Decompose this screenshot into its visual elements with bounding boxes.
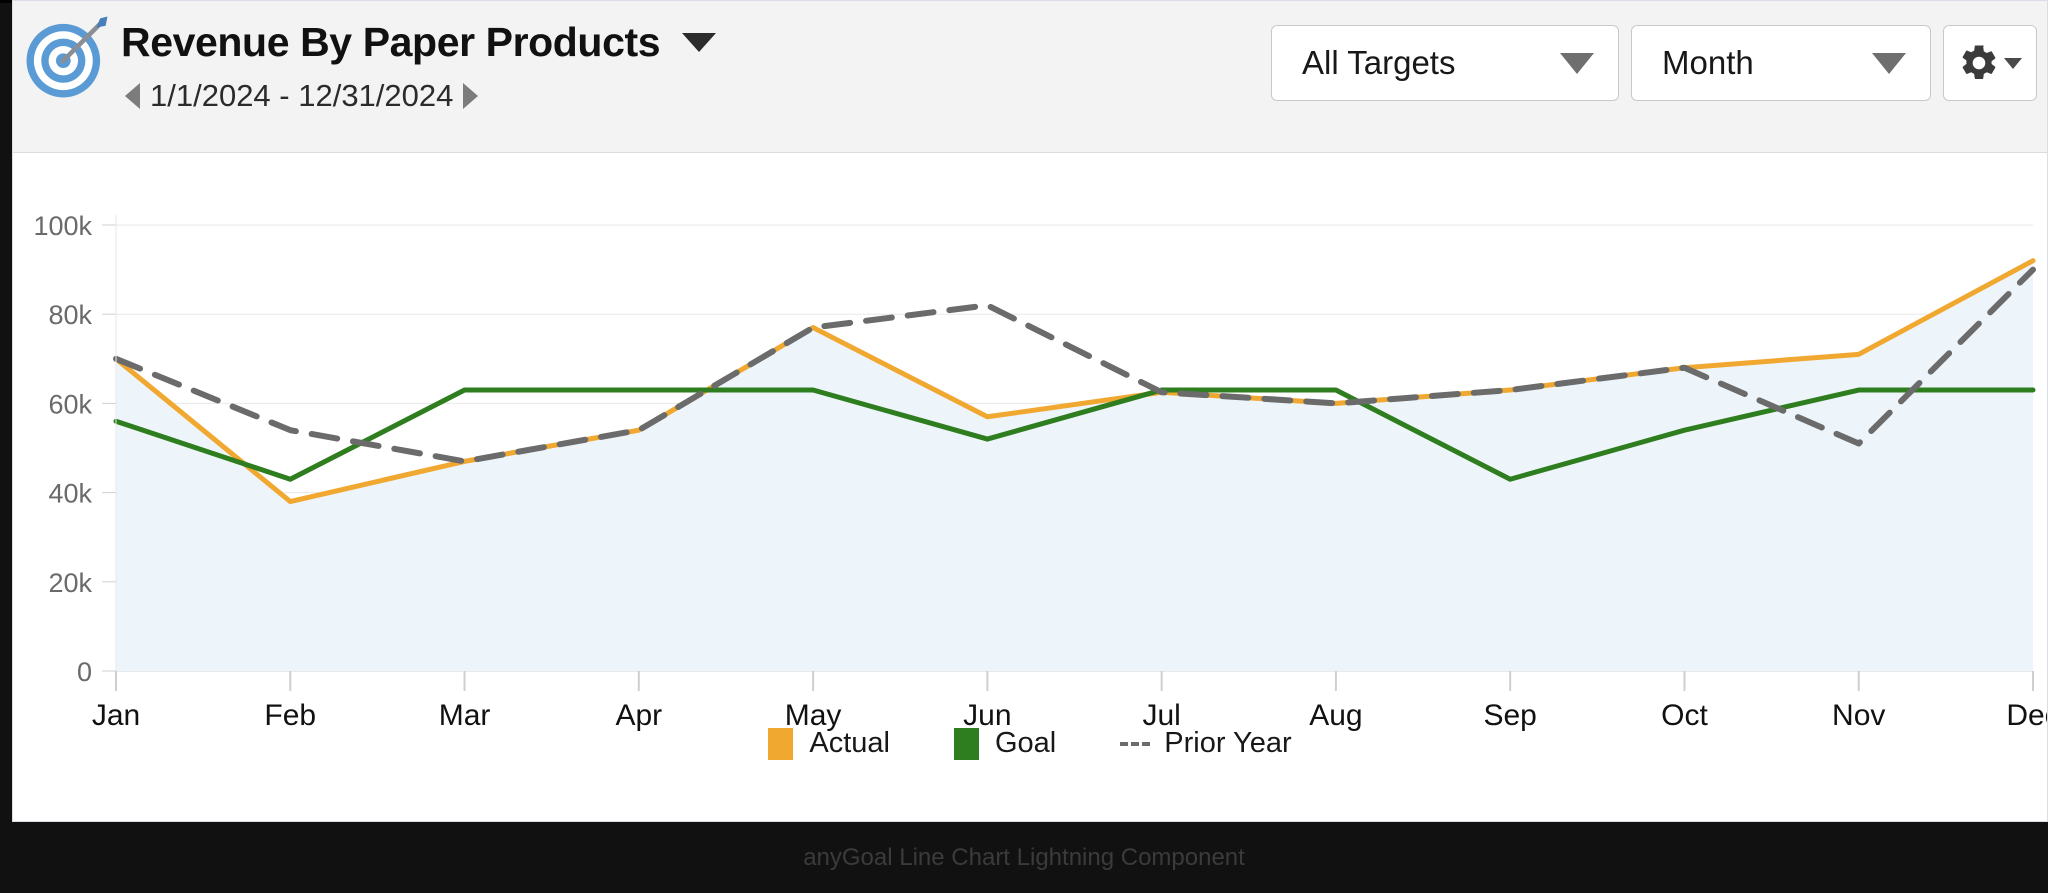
legend-swatch-actual — [768, 727, 794, 760]
title-row: Revenue By Paper Products — [121, 19, 717, 66]
next-period-arrow-icon[interactable] — [463, 83, 479, 109]
target-filter-select[interactable]: All Targets — [1271, 25, 1619, 101]
legend-label-actual: Actual — [809, 727, 890, 759]
x-axis-label: Apr — [615, 699, 662, 732]
period-filter-select[interactable]: Month — [1631, 25, 1931, 101]
settings-menu-button[interactable] — [1943, 25, 2037, 101]
x-axis-label: Nov — [1832, 699, 1885, 732]
x-axis-label: Mar — [439, 699, 491, 732]
x-axis-label: Jan — [92, 699, 140, 732]
x-axis-label: Aug — [1309, 699, 1362, 732]
chevron-down-icon — [1872, 52, 1906, 74]
legend-label-goal: Goal — [994, 727, 1057, 759]
target-filter-label: All Targets — [1302, 44, 1456, 81]
x-axis-label: Jul — [1142, 699, 1180, 732]
chevron-down-icon — [1560, 52, 1594, 74]
line-chart[interactable]: 0 20k 40k 60k 80k 100k Jan Feb Mar Apr May Jun Jul Au… — [13, 153, 2047, 733]
chevron-down-icon — [2004, 57, 2022, 69]
x-axis-label: Feb — [264, 699, 316, 732]
component-footer: anyGoal Line Chart Lightning Component — [0, 822, 2048, 893]
chart-header-left: Revenue By Paper Products 1/1/2024 - 12/… — [13, 1, 717, 114]
legend-swatch-goal — [953, 727, 979, 760]
y-axis-label: 20k — [48, 568, 92, 598]
y-axis-label: 80k — [48, 300, 92, 330]
footer-label: anyGoal Line Chart Lightning Component — [803, 843, 1245, 871]
legend-label-prior-year: Prior Year — [1164, 727, 1292, 759]
series-line-goal[interactable] — [113, 387, 2036, 482]
goal-chart-card: Revenue By Paper Products 1/1/2024 - 12/… — [12, 0, 2048, 822]
prev-period-arrow-icon[interactable] — [125, 83, 140, 109]
y-axis-label: 100k — [33, 211, 92, 241]
gear-icon — [1962, 45, 1996, 80]
chart-area: 0 20k 40k 60k 80k 100k Jan Feb Mar Apr May Jun Jul Au… — [13, 153, 2047, 821]
page-title: Revenue By Paper Products — [121, 19, 661, 65]
header-controls: All Targets Month — [1271, 25, 2037, 101]
series-line-actual[interactable] — [113, 258, 2036, 505]
chevron-down-icon[interactable] — [682, 33, 717, 52]
legend-item-actual[interactable]: Actual — [768, 727, 890, 760]
title-block: Revenue By Paper Products 1/1/2024 - 12/… — [121, 7, 717, 114]
y-axis-label: 60k — [48, 389, 92, 419]
date-range-nav: 1/1/2024 - 12/31/2024 — [121, 78, 716, 114]
period-filter-label: Month — [1662, 44, 1754, 81]
area-fill-actual — [116, 260, 2033, 671]
x-axis-label: Sep — [1483, 699, 1536, 732]
legend-item-goal[interactable]: Goal — [953, 727, 1057, 760]
series-line-prior-year[interactable] — [113, 266, 2036, 465]
y-axis-label: 0 — [77, 657, 92, 687]
legend-swatch-prior-year — [1120, 728, 1151, 760]
date-range-label: 1/1/2024 - 12/31/2024 — [150, 78, 454, 113]
x-axis-label: Jun — [963, 699, 1011, 732]
legend-item-prior-year[interactable]: Prior Year — [1120, 727, 1292, 760]
x-axis-label: May — [785, 699, 842, 732]
x-axis-label: Oct — [1661, 699, 1708, 732]
chart-legend: Actual Goal Prior Year — [13, 727, 2047, 760]
target-icon — [26, 16, 108, 98]
y-axis-label: 40k — [48, 479, 92, 509]
x-axis-label: Dec — [2006, 699, 2047, 732]
chart-header: Revenue By Paper Products 1/1/2024 - 12/… — [13, 1, 2047, 153]
